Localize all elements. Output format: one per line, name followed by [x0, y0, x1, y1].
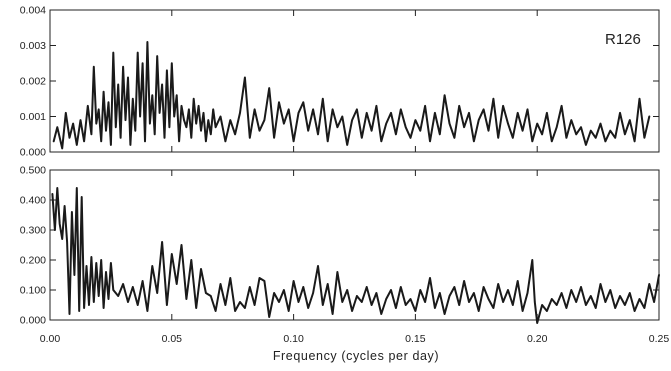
y-tick-label: 0.004	[20, 5, 46, 17]
x-tick-label: 0.25	[649, 333, 670, 345]
plot-frame	[49, 169, 660, 321]
series-line	[51, 187, 660, 324]
y-tick-label: 0.002	[20, 76, 46, 88]
top-panel: 0.000 0.001 0.002 0.003 0.004 R126	[20, 5, 660, 159]
x-tick-label: 0.00	[40, 333, 61, 345]
x-tick-label: 0.05	[162, 333, 183, 345]
series-line	[52, 41, 651, 150]
y-tick-label: 0.500	[20, 165, 46, 177]
x-tick-label: 0.20	[527, 333, 548, 345]
panel-label: R126	[605, 31, 641, 48]
y-tick-label: 0.100	[20, 285, 46, 297]
y-tick-label: 0.000	[20, 147, 46, 159]
bottom-panel: 0.000 0.100 0.200 0.300 0.400 0.500	[20, 165, 660, 327]
y-tick-label: 0.200	[20, 255, 46, 267]
y-tick-label: 0.001	[20, 111, 46, 123]
x-axis-tick-labels: 0.00 0.05 0.10 0.15 0.20 0.25	[40, 333, 670, 345]
y-tick-label: 0.400	[20, 195, 46, 207]
x-axis-title: Frequency (cycles per day)	[273, 349, 439, 363]
y-tick-label: 0.300	[20, 225, 46, 237]
y-tick-label: 0.000	[20, 315, 46, 327]
x-tick-label: 0.15	[405, 333, 426, 345]
y-tick-label: 0.003	[20, 40, 46, 52]
x-tick-label: 0.10	[283, 333, 304, 345]
